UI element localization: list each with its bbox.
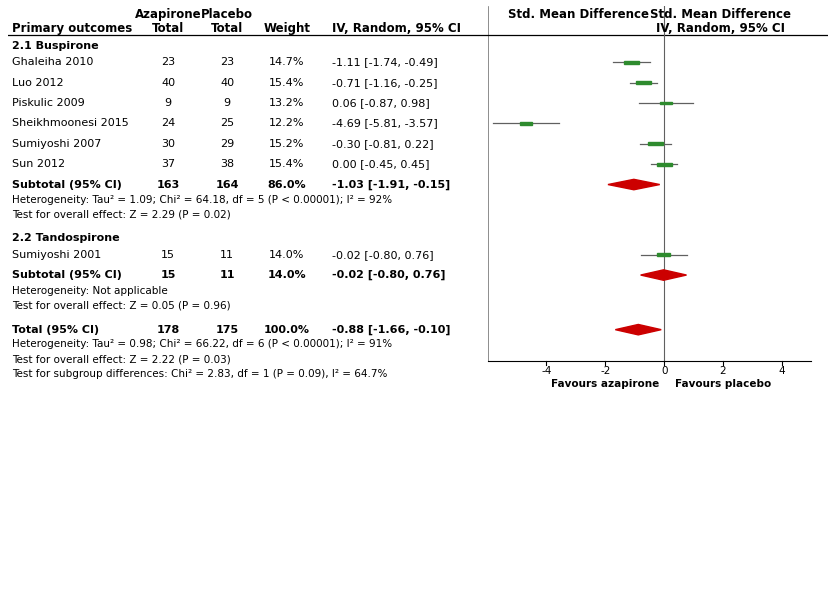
Text: 175: 175 [216,325,238,335]
Text: Total: Total [211,22,243,35]
Text: 15.4%: 15.4% [269,159,304,169]
Bar [648,143,663,145]
Text: Total: Total [152,22,184,35]
Text: 13.2%: 13.2% [269,98,304,108]
Bar [636,81,650,84]
Bar [657,253,670,256]
Text: 4: 4 [778,367,785,376]
Text: Sheikhmoonesi 2015: Sheikhmoonesi 2015 [13,119,130,128]
Text: 30: 30 [161,139,175,149]
Text: 0.00 [-0.45, 0.45]: 0.00 [-0.45, 0.45] [332,159,430,169]
Text: Azapirone: Azapirone [135,8,201,22]
Text: -2: -2 [600,367,610,376]
Text: Ghaleiha 2010: Ghaleiha 2010 [13,58,94,67]
Text: 14.0%: 14.0% [268,270,306,280]
Bar [624,61,639,63]
Text: -0.02 [-0.80, 0.76]: -0.02 [-0.80, 0.76] [332,270,446,280]
Text: Piskulic 2009: Piskulic 2009 [13,98,85,108]
Text: Heterogeneity: Tau² = 0.98; Chi² = 66.22, df = 6 (P < 0.00001); I² = 91%: Heterogeneity: Tau² = 0.98; Chi² = 66.22… [13,340,393,349]
Text: 29: 29 [220,139,234,149]
Polygon shape [640,270,686,280]
Text: 86.0%: 86.0% [268,180,306,189]
Text: Test for subgroup differences: Chi² = 2.83, df = 1 (P = 0.09), I² = 64.7%: Test for subgroup differences: Chi² = 2.… [13,369,388,379]
Text: 163: 163 [156,180,180,189]
Text: IV, Random, 95% CI: IV, Random, 95% CI [656,22,785,35]
Text: Subtotal (95% CI): Subtotal (95% CI) [13,180,122,189]
Text: Sun 2012: Sun 2012 [13,159,65,169]
Text: 40: 40 [220,78,234,87]
Text: 11: 11 [220,250,234,259]
Text: Primary outcomes: Primary outcomes [13,22,133,35]
Text: 9: 9 [165,98,171,108]
Text: 15: 15 [161,250,175,259]
Text: Sumiyoshi 2001: Sumiyoshi 2001 [13,250,102,259]
Text: Heterogeneity: Tau² = 1.09; Chi² = 64.18, df = 5 (P < 0.00001); I² = 92%: Heterogeneity: Tau² = 1.09; Chi² = 64.18… [13,195,393,205]
Text: Favours azapirone: Favours azapirone [551,379,660,389]
Text: -4.69 [-5.81, -3.57]: -4.69 [-5.81, -3.57] [332,119,438,128]
Text: IV, Random, 95% CI: IV, Random, 95% CI [332,22,461,35]
Text: -0.88 [-1.66, -0.10]: -0.88 [-1.66, -0.10] [332,325,451,335]
Text: Weight: Weight [263,22,310,35]
Bar [660,102,672,104]
Text: Test for overall effect: Z = 0.05 (P = 0.96): Test for overall effect: Z = 0.05 (P = 0… [13,300,231,310]
Text: 24: 24 [161,119,176,128]
Text: Subtotal (95% CI): Subtotal (95% CI) [13,270,122,280]
Text: -1.03 [-1.91, -0.15]: -1.03 [-1.91, -0.15] [332,180,451,190]
Text: -4: -4 [541,367,552,376]
Text: 2: 2 [720,367,726,376]
Text: 14.7%: 14.7% [269,58,304,67]
Text: Favours placebo: Favours placebo [675,379,771,389]
Text: Total (95% CI): Total (95% CI) [13,325,99,335]
Text: 0.06 [-0.87, 0.98]: 0.06 [-0.87, 0.98] [332,98,430,108]
Text: 40: 40 [161,78,176,87]
Text: 164: 164 [216,180,239,189]
Text: 9: 9 [223,98,231,108]
Text: 14.0%: 14.0% [269,250,304,259]
Bar [657,163,671,165]
Text: 23: 23 [220,58,234,67]
Text: -1.11 [-1.74, -0.49]: -1.11 [-1.74, -0.49] [332,58,438,67]
Polygon shape [615,325,661,335]
Text: Placebo: Placebo [201,8,253,22]
Text: 2.1 Buspirone: 2.1 Buspirone [13,41,99,51]
Text: Sumiyoshi 2007: Sumiyoshi 2007 [13,139,102,149]
Text: 25: 25 [220,119,234,128]
Text: -0.30 [-0.81, 0.22]: -0.30 [-0.81, 0.22] [332,139,434,149]
Polygon shape [608,179,660,190]
Text: 0: 0 [661,367,667,376]
Text: 12.2%: 12.2% [269,119,304,128]
Text: Luo 2012: Luo 2012 [13,78,64,87]
Text: 15.4%: 15.4% [269,78,304,87]
Text: Test for overall effect: Z = 2.22 (P = 0.03): Test for overall effect: Z = 2.22 (P = 0… [13,354,232,364]
Text: Test for overall effect: Z = 2.29 (P = 0.02): Test for overall effect: Z = 2.29 (P = 0… [13,210,232,220]
Text: 178: 178 [156,325,180,335]
Text: 11: 11 [219,270,235,280]
Text: 37: 37 [161,159,176,169]
Text: -0.71 [-1.16, -0.25]: -0.71 [-1.16, -0.25] [332,78,437,87]
Text: Std. Mean Difference: Std. Mean Difference [650,8,791,22]
Text: 38: 38 [220,159,234,169]
Text: 2.2 Tandospirone: 2.2 Tandospirone [13,234,120,243]
Text: Std. Mean Difference: Std. Mean Difference [507,8,649,22]
Text: 100.0%: 100.0% [264,325,310,335]
Text: 15.2%: 15.2% [269,139,304,149]
Text: Heterogeneity: Not applicable: Heterogeneity: Not applicable [13,286,168,295]
Bar [520,122,532,125]
Text: 15: 15 [161,270,176,280]
Text: 23: 23 [161,58,176,67]
Text: -0.02 [-0.80, 0.76]: -0.02 [-0.80, 0.76] [332,250,434,259]
